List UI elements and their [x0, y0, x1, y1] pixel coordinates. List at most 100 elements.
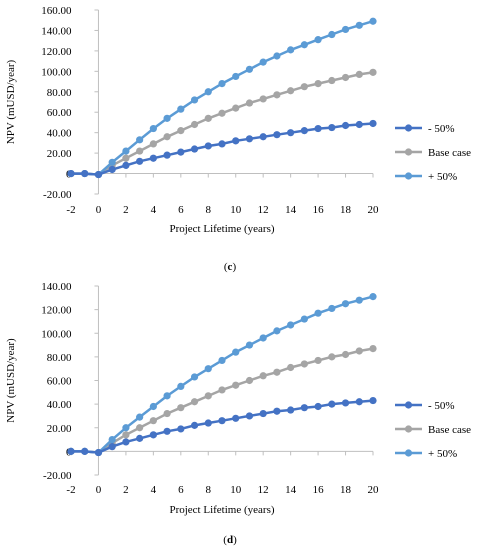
data-point	[204, 142, 212, 150]
x-tick-label: 20	[368, 204, 380, 216]
data-point	[245, 135, 254, 143]
x-tick-label: 4	[151, 484, 157, 496]
data-point	[245, 99, 254, 107]
x-tick-label: 16	[313, 484, 325, 496]
legend-marker	[404, 449, 413, 457]
data-point	[163, 427, 171, 435]
x-tick-label: 10	[230, 484, 242, 496]
data-point	[259, 334, 267, 342]
data-point	[245, 412, 254, 420]
legend-marker	[404, 425, 413, 433]
data-point	[328, 123, 336, 132]
data-point	[300, 315, 308, 323]
data-point	[341, 121, 350, 130]
data-point	[67, 447, 75, 455]
y-tick-label: 100.00	[41, 328, 72, 340]
data-point	[136, 147, 144, 155]
x-tick-label: 0	[96, 484, 102, 496]
data-point	[136, 434, 144, 442]
data-point	[190, 120, 199, 129]
data-point	[369, 68, 377, 76]
data-point	[314, 80, 322, 88]
data-point	[328, 76, 336, 85]
data-point	[177, 127, 185, 135]
data-point	[328, 400, 336, 408]
data-point	[273, 91, 281, 99]
data-point	[287, 406, 295, 414]
series-line	[71, 399, 374, 454]
data-point	[218, 80, 226, 88]
data-point	[218, 386, 226, 394]
data-point	[259, 133, 267, 141]
y-tick-label: 140.00	[41, 281, 72, 293]
data-point	[287, 129, 295, 137]
panel-label: (d)	[223, 534, 237, 546]
data-point	[328, 353, 336, 361]
data-point	[122, 424, 130, 432]
data-point	[218, 140, 226, 148]
y-axis-title: NPV (mUSD/year)	[5, 59, 17, 144]
x-tick-label: 14	[285, 204, 297, 216]
data-point	[355, 70, 363, 78]
data-point	[177, 425, 185, 433]
data-point	[67, 169, 75, 178]
data-point	[218, 417, 226, 425]
data-point	[300, 83, 308, 91]
y-tick-label: 40.00	[47, 399, 72, 411]
data-point	[190, 398, 199, 406]
data-point	[149, 140, 157, 148]
data-point	[245, 65, 254, 73]
data-point	[149, 402, 157, 411]
data-point	[218, 109, 226, 117]
data-point	[81, 447, 89, 455]
data-point	[300, 41, 308, 49]
x-tick-label: 4	[151, 204, 157, 216]
x-tick-label: 16	[313, 204, 325, 216]
x-tick-label: 20	[368, 484, 380, 496]
data-point	[314, 309, 322, 317]
data-point	[287, 46, 295, 54]
x-tick-label: 2	[123, 484, 129, 496]
x-axis-title: Project Lifetime (years)	[169, 223, 274, 235]
y-tick-label: 60.00	[47, 376, 72, 388]
legend-marker	[404, 124, 413, 132]
data-point	[341, 25, 350, 34]
x-tick-label: 2	[123, 204, 129, 216]
data-point	[314, 36, 322, 44]
y-tick-label: 80.00	[47, 87, 72, 99]
data-point	[108, 435, 116, 444]
x-tick-label: -2	[66, 204, 75, 216]
x-tick-label: 18	[340, 204, 352, 216]
data-point	[259, 58, 267, 66]
legend-label: - 50%	[428, 400, 455, 412]
legend-marker	[404, 172, 413, 180]
y-tick-label: 120.00	[41, 305, 72, 317]
data-point	[259, 95, 267, 103]
data-point	[122, 431, 130, 439]
y-tick-label: 120.00	[41, 46, 72, 58]
data-point	[341, 350, 350, 359]
data-point	[163, 151, 171, 159]
data-point	[163, 114, 171, 122]
legend-label: - 50%	[428, 123, 455, 135]
y-tick-label: 100.00	[41, 66, 72, 78]
legend-marker	[404, 401, 413, 409]
series-line	[71, 295, 374, 454]
data-point	[149, 431, 157, 439]
data-point	[341, 73, 350, 82]
x-axis-title: Project Lifetime (years)	[169, 504, 274, 516]
y-tick-label: 20.00	[47, 423, 72, 435]
x-tick-label: 6	[178, 484, 184, 496]
data-point	[204, 365, 212, 373]
data-point	[163, 133, 171, 141]
data-point	[122, 154, 130, 162]
y-tick-label: 80.00	[47, 352, 72, 364]
data-point	[273, 52, 281, 60]
data-point	[204, 392, 212, 400]
data-point	[177, 105, 185, 113]
data-point	[163, 392, 171, 400]
data-point	[149, 417, 157, 425]
data-point	[232, 104, 240, 112]
x-tick-label: 8	[206, 204, 212, 216]
data-point	[204, 419, 212, 427]
